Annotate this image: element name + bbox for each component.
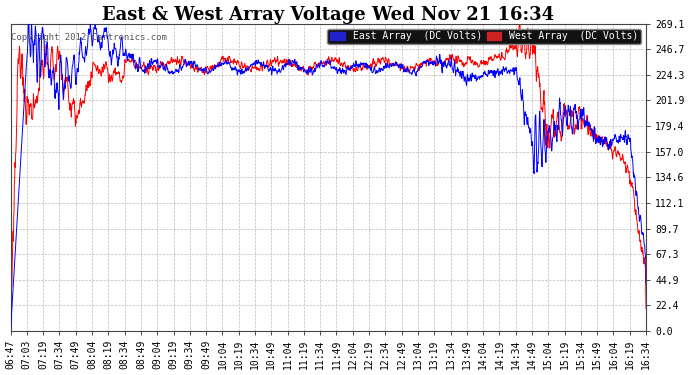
Title: East & West Array Voltage Wed Nov 21 16:34: East & West Array Voltage Wed Nov 21 16:… — [102, 6, 554, 24]
Legend: East Array  (DC Volts), West Array  (DC Volts): East Array (DC Volts), West Array (DC Vo… — [327, 28, 641, 44]
Text: Copyright 2012 Cartronics.com: Copyright 2012 Cartronics.com — [11, 33, 167, 42]
